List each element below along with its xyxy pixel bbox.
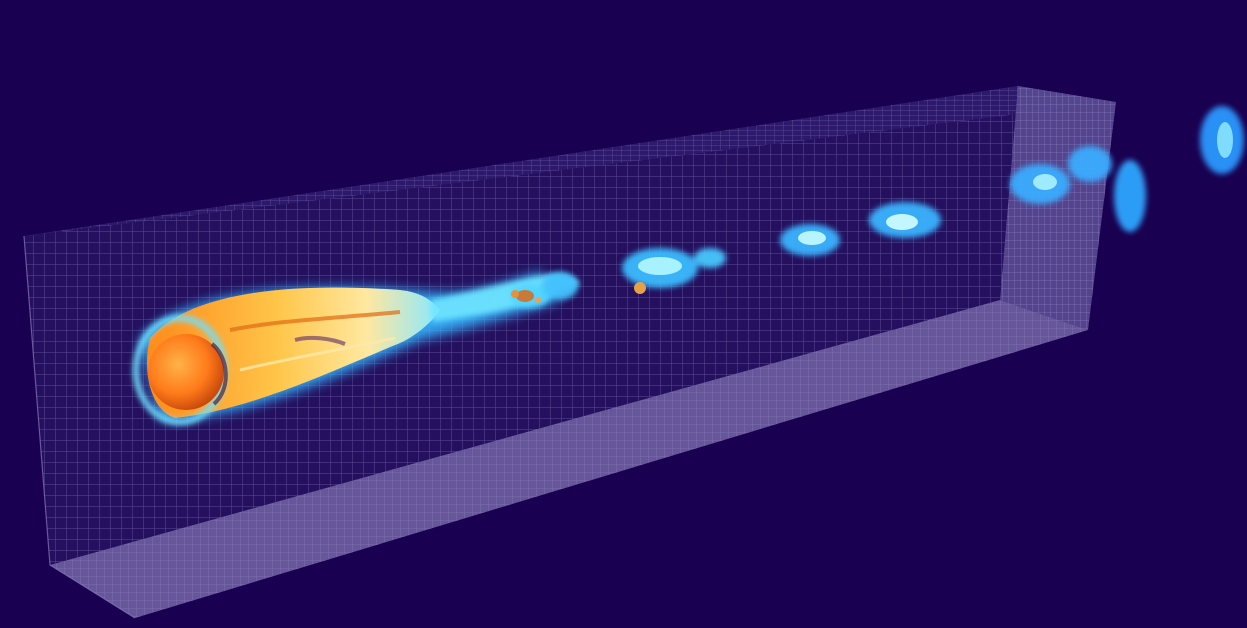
channel-floor-face <box>50 300 1088 618</box>
channel-side-wall <box>24 86 1018 565</box>
wake-streak <box>239 336 396 372</box>
vortex-blob <box>542 272 578 300</box>
vortex-blob <box>1114 160 1146 232</box>
channel-front-edge <box>23 235 136 619</box>
sphere-obstacle <box>148 334 224 410</box>
vortex-blob <box>1068 146 1112 182</box>
sphere-shadow-edge <box>210 342 228 406</box>
vortex-blobs <box>510 106 1244 308</box>
vortex-blob <box>694 248 726 268</box>
channel-top-face <box>24 86 1116 236</box>
wake-streak <box>229 310 401 332</box>
channel-end-face <box>1000 86 1116 330</box>
wake-dark-streak <box>294 335 346 346</box>
